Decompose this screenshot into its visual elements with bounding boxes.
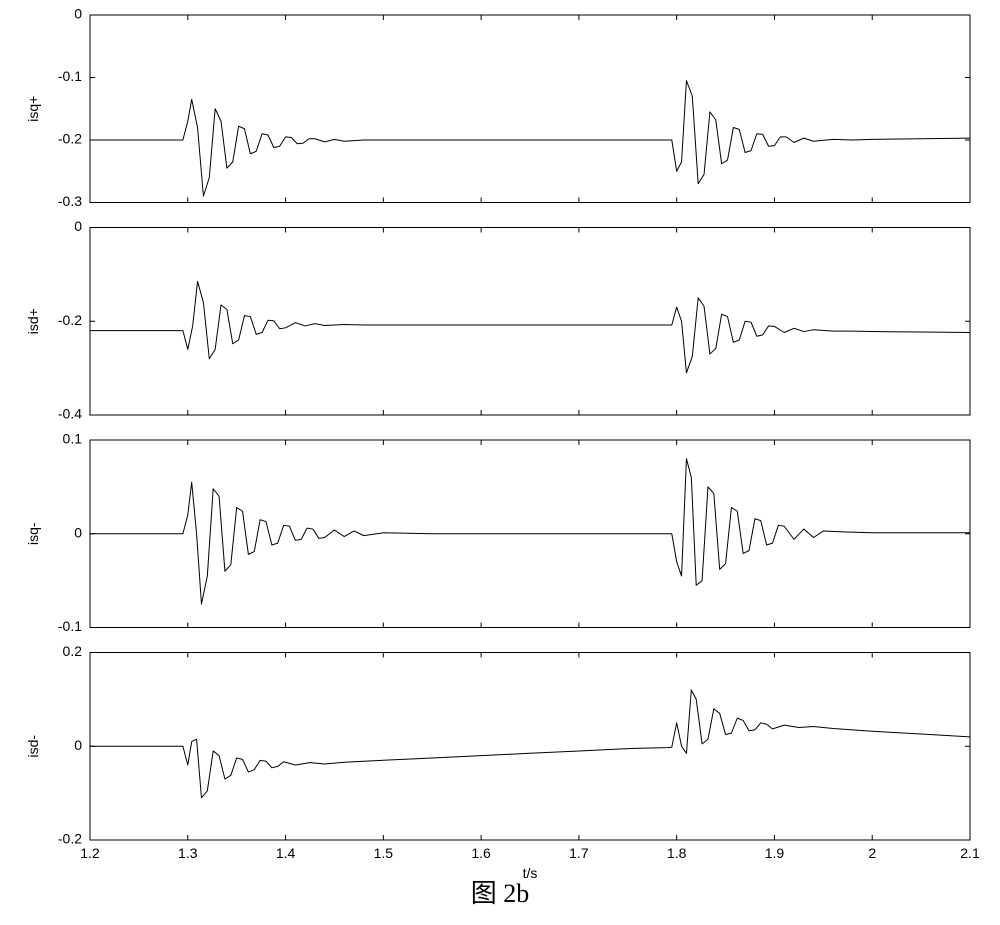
ytick-label: -0.2: [58, 131, 82, 147]
ytick-label: -0.2: [58, 831, 82, 847]
axes-box: [90, 15, 970, 203]
data-line: [90, 690, 970, 798]
ytick-label: -0.1: [58, 68, 82, 84]
ytick-label: 0: [74, 524, 82, 540]
ytick-label: 0.1: [63, 431, 83, 447]
xtick-label: 1.9: [765, 845, 785, 861]
ylabel: isq+: [25, 96, 41, 122]
ylabel: isq-: [25, 522, 41, 545]
ylabel: isd-: [25, 735, 41, 758]
ytick-label: -0.1: [58, 618, 82, 634]
ytick-label: 0: [74, 6, 82, 22]
xtick-label: 1.6: [471, 845, 491, 861]
axes-box: [90, 228, 970, 416]
ytick-label: -0.4: [58, 406, 82, 422]
xtick-label: 1.7: [569, 845, 589, 861]
xtick-label: 1.2: [80, 845, 100, 861]
xtick-label: 2: [868, 845, 876, 861]
data-line: [90, 81, 970, 197]
axes-box: [90, 653, 970, 841]
figure-caption: 图 2b: [0, 873, 1000, 910]
ylabel: isd+: [25, 308, 41, 334]
ytick-label: 0: [74, 737, 82, 753]
xtick-label: 2.1: [960, 845, 980, 861]
data-line: [90, 459, 970, 604]
xtick-label: 1.5: [374, 845, 394, 861]
chart-svg: -0.3 -0.2 -0.1 0 isq+ -0.4 -0.2 0 isd+ -0.1 0 0.1 is…: [0, 0, 1000, 925]
xtick-label: 1.8: [667, 845, 687, 861]
ytick-label: -0.3: [58, 193, 82, 209]
xtick-label: 1.3: [178, 845, 198, 861]
data-line: [90, 281, 970, 372]
ytick-label: -0.2: [58, 312, 82, 328]
ytick-label: 0: [74, 218, 82, 234]
figure-container: -0.3 -0.2 -0.1 0 isq+ -0.4 -0.2 0 isd+ -0.1 0 0.1 is…: [0, 0, 1000, 925]
xtick-label: 1.4: [276, 845, 296, 861]
ytick-label: 0.2: [63, 643, 83, 659]
